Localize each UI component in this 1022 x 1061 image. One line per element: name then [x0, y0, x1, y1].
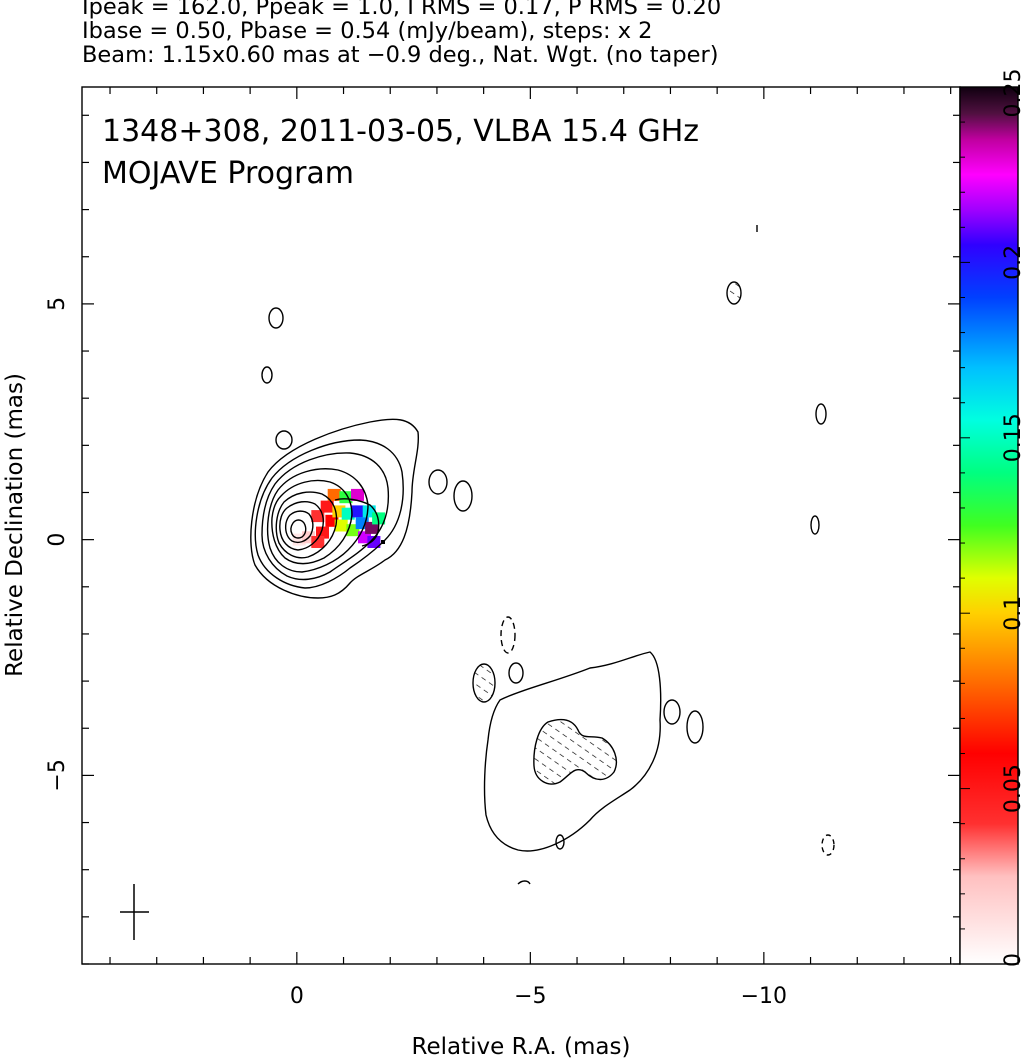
- core-contour-7: [279, 500, 324, 551]
- noise-contour: [500, 616, 516, 654]
- plot-ticks: [82, 87, 960, 965]
- plot-frame: [81, 86, 961, 965]
- core-contour-9: [290, 519, 307, 539]
- polarization-pixel: [351, 488, 364, 501]
- colorbar-tick-label: 0.25: [1001, 69, 1022, 118]
- chart-annotations: 1348+308, 2011-03-05, VLBA 15.4 GHz MOJA…: [102, 114, 699, 191]
- polarization-pixel: [334, 519, 348, 532]
- noise-contour: [810, 515, 820, 535]
- polarization-pixel: [367, 536, 381, 548]
- polarization-pixel: [351, 505, 364, 518]
- x-tick-label: 0: [290, 984, 304, 1009]
- y-tick-label: 5: [45, 297, 70, 311]
- lobe-peak-contour: [533, 718, 618, 785]
- noise-contour: [726, 281, 742, 305]
- colorbar: [959, 86, 1019, 965]
- header-line-1: Ipeak = 162.0, Ppeak = 1.0, I RMS = 0.17…: [82, 0, 722, 20]
- noise-contour: [472, 663, 496, 703]
- noise-contour: [686, 710, 704, 744]
- noise-contour: [428, 469, 448, 495]
- axis-tick-labels: 0 −5 −10 5 0 −5: [45, 297, 787, 1009]
- noise-contour: [663, 699, 681, 725]
- colorbar-tick-label: 0.2: [1001, 245, 1022, 280]
- y-tick-label: 0: [45, 533, 70, 547]
- noise-contour: [555, 834, 565, 850]
- colorbar-ticks: 0 0.05 0.1 0.15 0.2 0.25: [960, 69, 1022, 967]
- header-line-3: Beam: 1.15x0.60 mas at −0.9 deg., Nat. W…: [82, 42, 719, 68]
- polarization-pixel: [311, 536, 325, 548]
- colorbar-tick-label: 0.1: [1001, 596, 1022, 631]
- intensity-contours: [250, 225, 835, 885]
- noise-contour: [821, 834, 835, 856]
- noise-contour: [261, 366, 273, 384]
- core-contour-2: [254, 439, 404, 589]
- header-line-2: Ibase = 0.50, Pbase = 0.54 (mJy/beam), s…: [82, 18, 653, 44]
- x-tick-label: −5: [514, 984, 546, 1009]
- chart-subtitle: MOJAVE Program: [102, 156, 354, 191]
- colorbar-tick-label: 0.05: [1001, 764, 1022, 813]
- jet-contour: [334, 498, 380, 547]
- core-contour-5: [271, 479, 353, 565]
- noise-contour: [815, 403, 827, 425]
- core-contour-1: [250, 418, 420, 599]
- noise-contour: [268, 307, 284, 329]
- y-axis-label: Relative Declination (mas): [2, 373, 28, 677]
- noise-contour: [517, 880, 531, 885]
- x-axis-label: Relative R.A. (mas): [412, 1034, 631, 1060]
- core-contour-6: [275, 491, 338, 559]
- noise-contour: [275, 430, 293, 450]
- chart-title: 1348+308, 2011-03-05, VLBA 15.4 GHz: [102, 114, 699, 149]
- x-tick-label: −10: [741, 984, 787, 1009]
- polarization-pixel: [320, 500, 334, 513]
- core-contour-3: [261, 452, 390, 581]
- lobe-contour: [483, 651, 662, 852]
- noise-contour: [453, 480, 473, 512]
- y-tick-label: −5: [45, 759, 70, 791]
- colorbar-tick-label: 0.15: [1001, 413, 1022, 462]
- colorbar-tick-label: 0: [1001, 953, 1022, 967]
- polarization-pixel: [311, 510, 325, 523]
- polarization-pixel: [327, 488, 341, 501]
- core-contour-8: [284, 510, 314, 544]
- beam-marker: [120, 884, 149, 940]
- ridge-peak-marker: [381, 540, 385, 544]
- polarization-pixel: [365, 521, 379, 534]
- core-contour-4: [266, 468, 369, 573]
- noise-contour: [508, 662, 524, 684]
